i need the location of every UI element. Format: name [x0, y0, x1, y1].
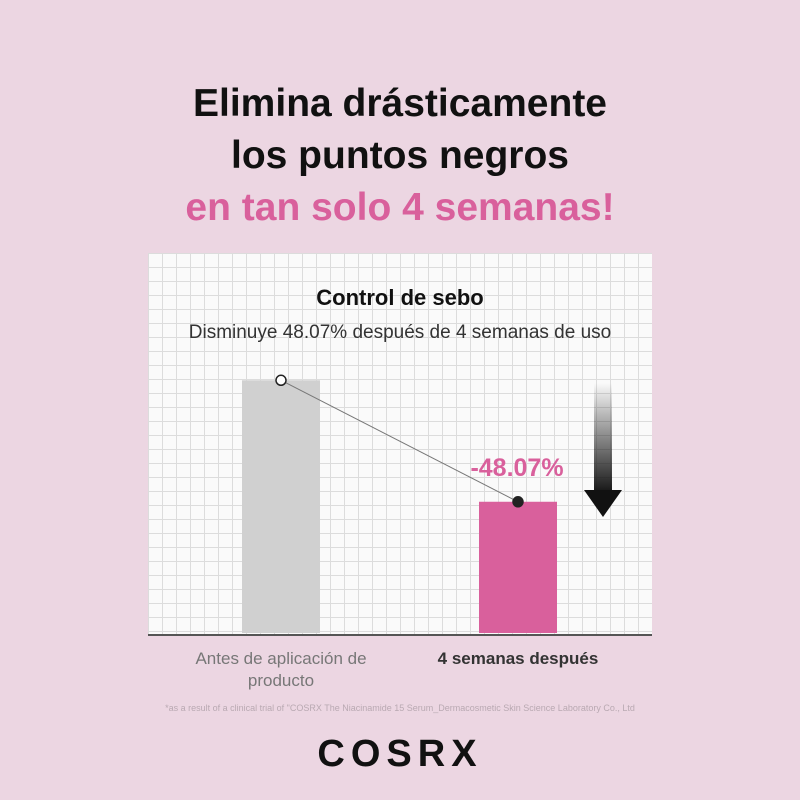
headline-line-2: los puntos negros [230, 134, 569, 177]
chart-panel [148, 253, 652, 636]
trend-arrow-icon [584, 383, 622, 517]
data-point-0 [275, 374, 287, 387]
headline-line-3: en tan solo 4 semanas! [185, 186, 615, 229]
chart-subtitle: Disminuye 48.07% después de 4 semanas de… [188, 322, 612, 343]
chart-title: Control de sebo [316, 285, 484, 310]
data-point-1 [512, 496, 524, 508]
headline: Elimina drásticamente los puntos negros … [0, 78, 800, 234]
x-tick-label-0: Antes de aplicación de producto [195, 649, 367, 690]
bar-1 [479, 501, 557, 633]
footnote: *as a result of a clinical trial of "COS… [165, 703, 635, 713]
brand-logo: COSRX [317, 733, 483, 775]
headline-line-1: Elimina drásticamente [193, 82, 607, 125]
x-tick-label-1: 4 semanas después [437, 649, 599, 668]
change-annotation: -48.07% [470, 454, 563, 482]
trend-line [280, 379, 519, 503]
bar-0 [242, 380, 320, 633]
